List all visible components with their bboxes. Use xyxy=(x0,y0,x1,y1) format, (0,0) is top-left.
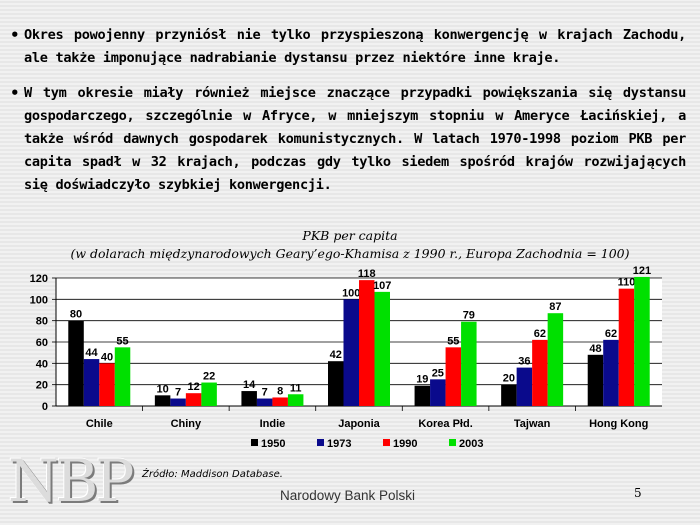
data-label: 55 xyxy=(447,335,459,347)
bar xyxy=(68,320,84,406)
data-label: 25 xyxy=(432,367,444,379)
bar xyxy=(256,398,273,406)
bar xyxy=(547,313,564,406)
nbp-logo: NBP xyxy=(8,447,134,515)
data-label: 20 xyxy=(503,373,515,385)
chart-title: PKB per capita xyxy=(302,228,398,243)
data-label: 87 xyxy=(549,301,561,313)
bullet-item: • Okres powojenny przyniósł nie tylko pr… xyxy=(10,24,686,70)
bar xyxy=(99,363,115,406)
legend-label: 2003 xyxy=(459,438,483,450)
y-tick-label: 60 xyxy=(36,337,48,349)
bar xyxy=(532,339,548,406)
bar xyxy=(83,359,100,406)
bar xyxy=(185,393,202,406)
data-label: 40 xyxy=(101,351,113,363)
category-label: Japonia xyxy=(338,418,380,430)
data-label: 118 xyxy=(358,268,376,280)
bar xyxy=(414,385,431,406)
category-label: Hong Kong xyxy=(589,418,648,430)
bar xyxy=(618,288,635,406)
bar xyxy=(516,367,533,406)
data-label: 12 xyxy=(187,381,199,393)
bar xyxy=(445,347,462,406)
y-tick-label: 20 xyxy=(36,380,48,392)
legend-label: 1950 xyxy=(261,438,285,450)
chart-subtitle: (w dolarach międzynarodowych Geary’ego-K… xyxy=(70,246,630,261)
bullet-text: Okres powojenny przyniósł nie tylko przy… xyxy=(24,27,686,66)
category-label: Tajwan xyxy=(514,418,551,430)
bar xyxy=(374,291,390,406)
data-label: 42 xyxy=(330,349,342,361)
bullet-dot-icon: • xyxy=(10,26,20,44)
bar xyxy=(634,276,650,406)
data-label: 79 xyxy=(463,310,475,322)
bar xyxy=(501,384,517,406)
category-label: Chiny xyxy=(171,418,202,430)
data-label: 100 xyxy=(342,287,360,299)
legend-label: 1990 xyxy=(393,438,417,450)
bar xyxy=(461,321,477,406)
legend-swatch xyxy=(317,439,324,446)
data-label: 62 xyxy=(605,328,617,340)
bank-name: Narodowy Bank Polski xyxy=(280,488,416,503)
bar xyxy=(328,361,344,406)
y-tick-label: 80 xyxy=(36,316,48,328)
bar xyxy=(154,395,171,406)
source-note: Źródło: Maddison Database. xyxy=(142,469,283,480)
data-label: 62 xyxy=(534,328,546,340)
y-tick-label: 40 xyxy=(36,358,48,370)
bar xyxy=(287,394,304,406)
legend-swatch xyxy=(449,439,456,446)
data-label: 55 xyxy=(116,335,128,347)
data-label: 44 xyxy=(85,347,98,359)
bullet-text: W tym okresie miały również miejsce znac… xyxy=(24,85,686,193)
legend-swatch xyxy=(251,439,258,446)
y-tick-label: 100 xyxy=(30,294,48,306)
bar xyxy=(272,397,288,406)
bar xyxy=(114,347,131,406)
data-label: 121 xyxy=(633,265,651,277)
category-label: Chile xyxy=(86,418,113,430)
bullet-dot-icon: • xyxy=(10,84,20,102)
data-label: 19 xyxy=(416,374,428,386)
data-label: 107 xyxy=(373,280,391,292)
bar xyxy=(241,391,257,406)
data-label: 10 xyxy=(156,383,168,395)
data-label: 48 xyxy=(589,343,601,355)
legend-swatch xyxy=(383,439,390,446)
data-label: 14 xyxy=(243,379,256,391)
y-tick-label: 120 xyxy=(30,273,48,285)
bar xyxy=(201,382,217,406)
bullet-list: • Okres powojenny przyniósł nie tylko pr… xyxy=(10,24,686,209)
bar xyxy=(603,339,619,406)
data-label: 36 xyxy=(518,356,530,368)
category-label: Indie xyxy=(260,418,286,430)
bar xyxy=(359,280,375,406)
category-label: Korea Płd. xyxy=(418,418,472,430)
data-label: 80 xyxy=(70,309,82,321)
legend-label: 1973 xyxy=(327,438,351,450)
bar xyxy=(170,398,186,406)
data-label: 7 xyxy=(262,387,268,399)
page-number: 5 xyxy=(634,486,642,500)
bar xyxy=(343,299,359,406)
data-label: 110 xyxy=(618,277,636,289)
data-label: 11 xyxy=(290,382,302,394)
data-label: 8 xyxy=(277,385,283,397)
y-tick-label: 0 xyxy=(42,401,48,413)
data-label: 22 xyxy=(203,371,215,383)
bullet-item: • W tym okresie miały również miejsce zn… xyxy=(10,82,686,197)
bar xyxy=(587,354,604,406)
data-label: 7 xyxy=(175,387,181,399)
bar xyxy=(430,379,446,406)
